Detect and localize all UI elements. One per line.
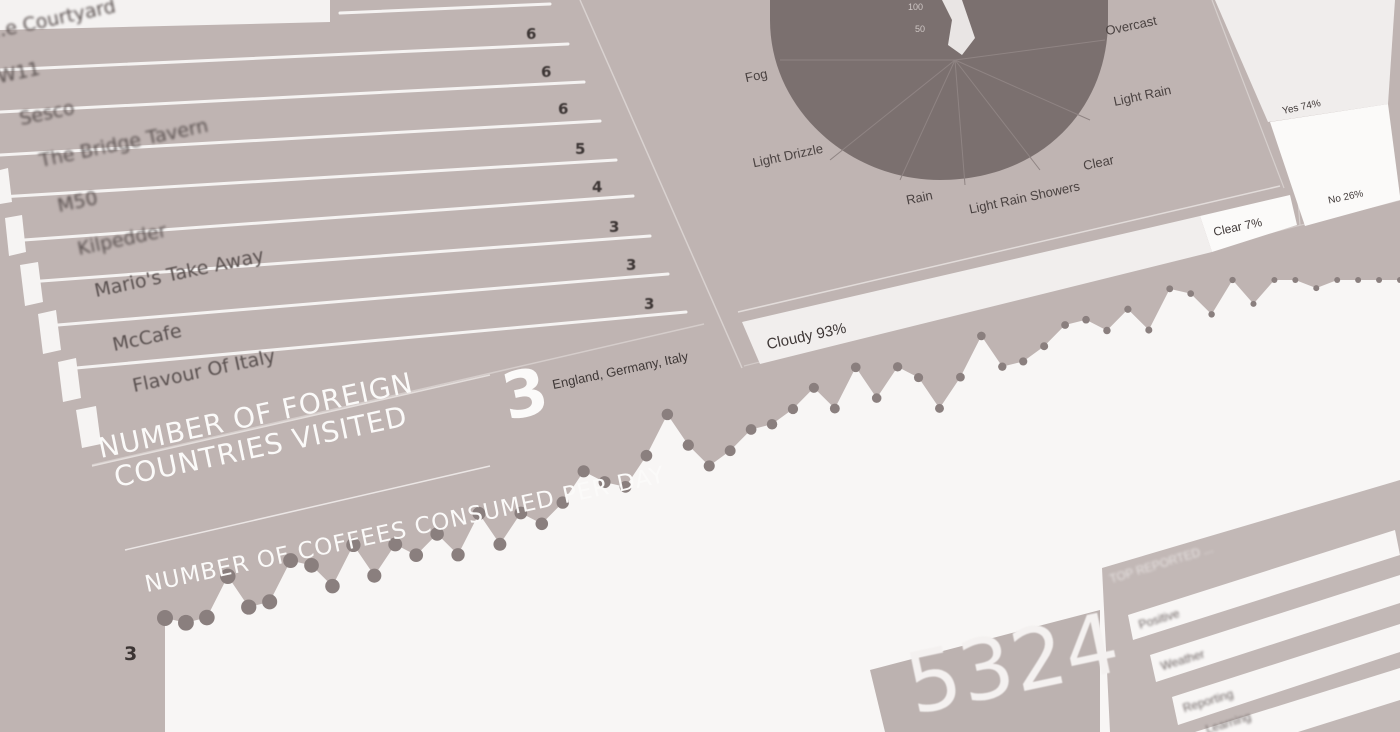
venue-count: 3 <box>626 256 637 274</box>
coffee-point <box>1271 277 1278 283</box>
weather-polar-chart <box>770 0 1108 186</box>
coffee-point <box>935 403 944 413</box>
coffee-point <box>1334 277 1341 283</box>
coffee-point <box>766 419 778 430</box>
polar-tick-100: 100 <box>908 2 924 12</box>
coffee-point <box>1103 326 1111 335</box>
coffee-point <box>1208 311 1215 318</box>
no-panel <box>1270 104 1400 226</box>
polar-tick-50: 50 <box>915 24 926 34</box>
coffee-point <box>1061 321 1069 329</box>
coffee-point <box>682 439 694 451</box>
yes-panel <box>1215 0 1395 122</box>
coffee-point <box>283 553 299 569</box>
coffee-point <box>178 614 194 631</box>
clear-bar <box>1200 195 1297 252</box>
coffee-point <box>619 480 632 493</box>
venue-separators <box>0 2 688 371</box>
coffee-point <box>871 393 882 403</box>
coffee-point <box>199 609 215 626</box>
coffee-point <box>661 408 674 421</box>
venue-count: 6 <box>526 25 537 43</box>
coffee-point <box>325 578 340 594</box>
coffee-point <box>409 548 424 563</box>
coffee-point <box>304 558 319 573</box>
coffee-point <box>1187 290 1195 297</box>
coffee-point <box>577 465 590 478</box>
coffee-axis-tick: 3 <box>124 643 138 665</box>
venue-count: 3 <box>644 295 655 313</box>
coffee-point <box>220 568 236 585</box>
venue-count: 5 <box>575 140 586 158</box>
venue-count: 6 <box>558 100 569 118</box>
coffee-point <box>430 527 444 541</box>
coffee-point <box>913 373 924 383</box>
coffee-point <box>745 424 757 435</box>
venue-count: 6 <box>541 63 552 81</box>
coffee-point <box>1166 285 1174 293</box>
coffee-point <box>1313 285 1320 292</box>
coffee-point <box>1040 342 1049 351</box>
coffee-point <box>1397 277 1400 283</box>
coffee-point <box>472 506 486 521</box>
venue-tabs <box>0 168 101 448</box>
coffee-point <box>535 517 549 531</box>
coffee-point <box>892 362 903 372</box>
venue-count: 3 <box>609 218 620 236</box>
coffee-point <box>157 610 173 626</box>
coffee-point <box>956 372 965 382</box>
steps-panel <box>870 610 1100 732</box>
coffee-point <box>724 445 736 457</box>
coffee-point <box>1355 277 1362 283</box>
coffee-point <box>1124 305 1132 313</box>
coffee-point <box>1250 300 1257 307</box>
coffee-point <box>346 537 361 553</box>
coffee-point <box>598 476 611 489</box>
coffee-point <box>1229 276 1236 284</box>
coffee-point <box>241 599 257 615</box>
venue-count: 4 <box>592 178 603 196</box>
coffee-point <box>977 331 986 341</box>
coffee-point <box>1019 357 1028 366</box>
coffee-point <box>829 403 840 414</box>
coffee-point <box>388 537 403 552</box>
coffee-point <box>998 362 1007 371</box>
coffee-point <box>451 548 465 562</box>
coffee-point <box>1145 326 1153 334</box>
coffee-point <box>640 449 653 462</box>
coffee-point <box>787 403 799 415</box>
coffee-point <box>703 460 715 472</box>
venue-top-bar <box>0 0 330 30</box>
coffee-point <box>1376 277 1383 283</box>
coffee-point <box>1292 277 1299 283</box>
coffee-point <box>493 537 507 551</box>
coffee-point <box>514 506 528 520</box>
coffee-point <box>1082 315 1090 324</box>
coffee-point <box>367 568 382 583</box>
reported-list-bars <box>1128 530 1400 732</box>
coffee-point <box>262 594 278 610</box>
coffee-point <box>850 362 861 373</box>
coffee-point <box>808 382 819 393</box>
coffee-point <box>556 496 569 509</box>
cloudy-bar <box>742 216 1212 364</box>
